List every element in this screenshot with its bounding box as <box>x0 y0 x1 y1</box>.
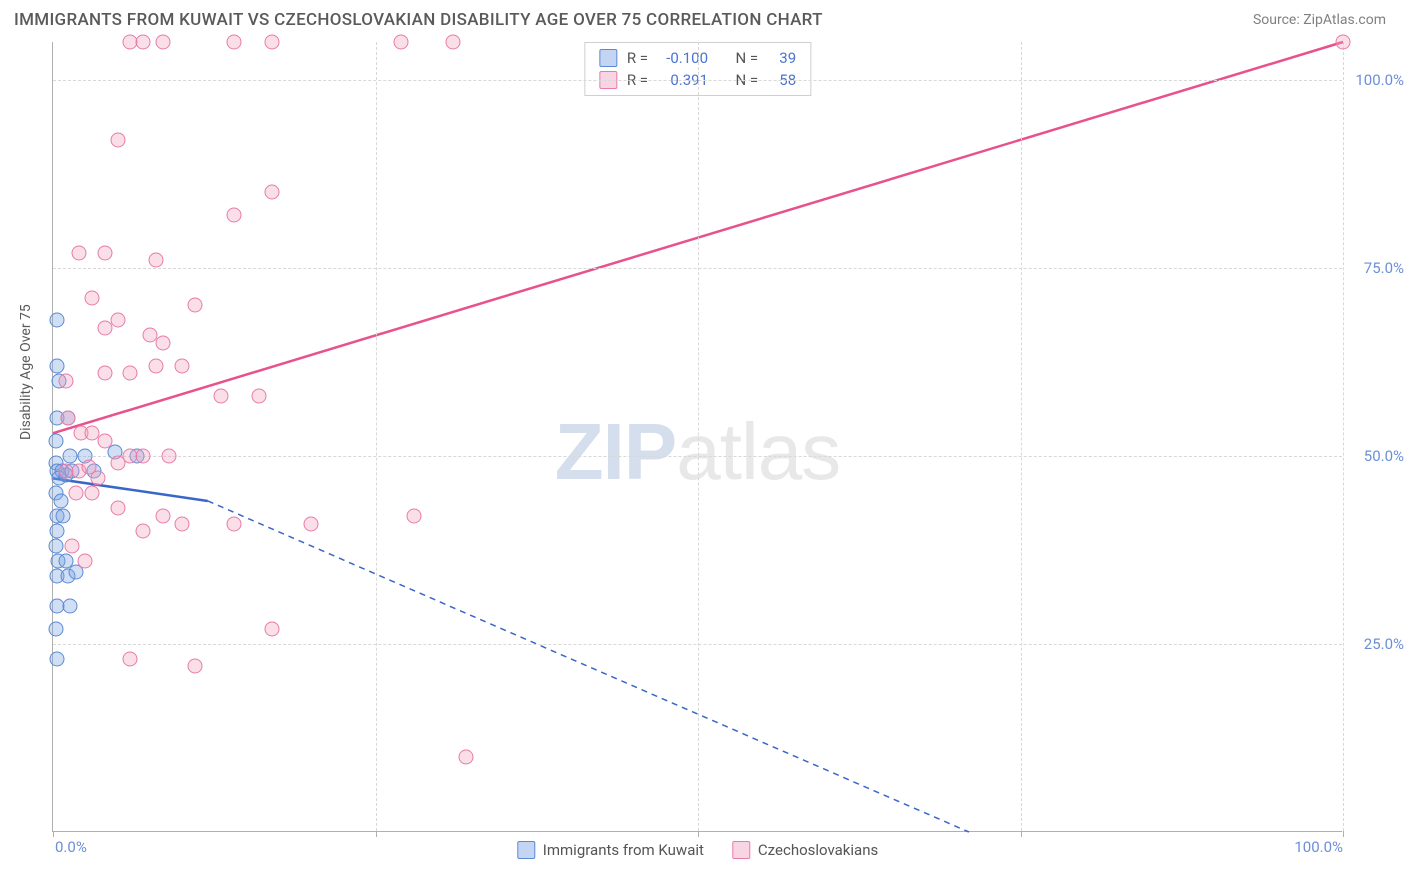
data-point-czech <box>155 335 170 350</box>
data-point-czech <box>84 290 99 305</box>
data-point-czech <box>123 651 138 666</box>
data-point-czech <box>226 208 241 223</box>
scatter-chart: ZIPatlas R = -0.100 N = 39 R = 0.391 N =… <box>52 42 1342 832</box>
data-point-czech <box>394 35 409 50</box>
data-point-czech <box>175 516 190 531</box>
data-point-kuwait <box>48 539 63 554</box>
data-point-czech <box>407 509 422 524</box>
data-point-czech <box>110 132 125 147</box>
data-point-czech <box>136 35 151 50</box>
gridline-v <box>376 42 377 831</box>
y-tick-label: 75.0% <box>1364 259 1404 277</box>
data-point-kuwait <box>56 509 71 524</box>
data-point-czech <box>175 358 190 373</box>
legend-swatch <box>517 841 535 859</box>
data-point-czech <box>136 524 151 539</box>
data-point-czech <box>304 516 319 531</box>
x-tick <box>698 831 699 837</box>
gridline-v <box>1021 42 1022 831</box>
data-point-czech <box>110 313 125 328</box>
data-point-czech <box>69 486 84 501</box>
data-point-czech <box>187 298 202 313</box>
data-point-czech <box>123 366 138 381</box>
data-point-czech <box>71 245 86 260</box>
gridline-v <box>698 42 699 831</box>
data-point-czech <box>187 659 202 674</box>
data-point-czech <box>213 388 228 403</box>
data-point-czech <box>265 35 280 50</box>
data-point-czech <box>155 35 170 50</box>
data-point-kuwait <box>49 358 64 373</box>
data-point-czech <box>97 433 112 448</box>
data-point-czech <box>458 749 473 764</box>
data-point-czech <box>91 471 106 486</box>
data-point-czech <box>97 366 112 381</box>
data-point-czech <box>65 539 80 554</box>
data-point-czech <box>226 35 241 50</box>
x-tick <box>1343 831 1344 837</box>
series-legend: Immigrants from Kuwait Czechoslovakians <box>517 841 878 859</box>
legend-item-kuwait: Immigrants from Kuwait <box>517 841 704 859</box>
data-point-kuwait <box>53 493 68 508</box>
data-point-czech <box>265 621 280 636</box>
data-point-czech <box>162 448 177 463</box>
data-point-czech <box>84 486 99 501</box>
x-tick <box>53 831 54 837</box>
data-point-czech <box>61 411 76 426</box>
data-point-kuwait <box>62 599 77 614</box>
data-point-czech <box>265 185 280 200</box>
x-tick <box>1021 831 1022 837</box>
data-point-czech <box>58 373 73 388</box>
legend-swatch <box>599 49 617 67</box>
y-axis-label: Disability Age Over 75 <box>18 304 34 440</box>
data-point-kuwait <box>49 651 64 666</box>
source-attribution: Source: ZipAtlas.com <box>1253 12 1386 28</box>
data-point-czech <box>1336 35 1351 50</box>
data-point-czech <box>136 448 151 463</box>
x-tick <box>376 831 377 837</box>
legend-item-czech: Czechoslovakians <box>732 841 878 859</box>
x-tick-label: 100.0% <box>1294 838 1343 856</box>
chart-header: IMMIGRANTS FROM KUWAIT VS CZECHOSLOVAKIA… <box>0 0 1406 36</box>
data-point-czech <box>226 516 241 531</box>
chart-title: IMMIGRANTS FROM KUWAIT VS CZECHOSLOVAKIA… <box>14 10 823 30</box>
x-tick-label: 0.0% <box>55 838 87 856</box>
data-point-czech <box>445 35 460 50</box>
y-tick-label: 50.0% <box>1364 447 1404 465</box>
data-point-czech <box>110 501 125 516</box>
source-link[interactable]: ZipAtlas.com <box>1303 12 1386 28</box>
data-point-kuwait <box>48 621 63 636</box>
data-point-kuwait <box>49 524 64 539</box>
legend-swatch <box>732 841 750 859</box>
data-point-czech <box>97 245 112 260</box>
data-point-czech <box>155 509 170 524</box>
data-point-kuwait <box>48 433 63 448</box>
gridline-v <box>1343 42 1344 831</box>
data-point-czech <box>78 554 93 569</box>
data-point-czech <box>252 388 267 403</box>
data-point-czech <box>149 358 164 373</box>
y-tick-label: 100.0% <box>1355 71 1404 89</box>
data-point-kuwait <box>49 313 64 328</box>
data-point-kuwait <box>62 448 77 463</box>
y-tick-label: 25.0% <box>1364 635 1404 653</box>
data-point-czech <box>149 253 164 268</box>
